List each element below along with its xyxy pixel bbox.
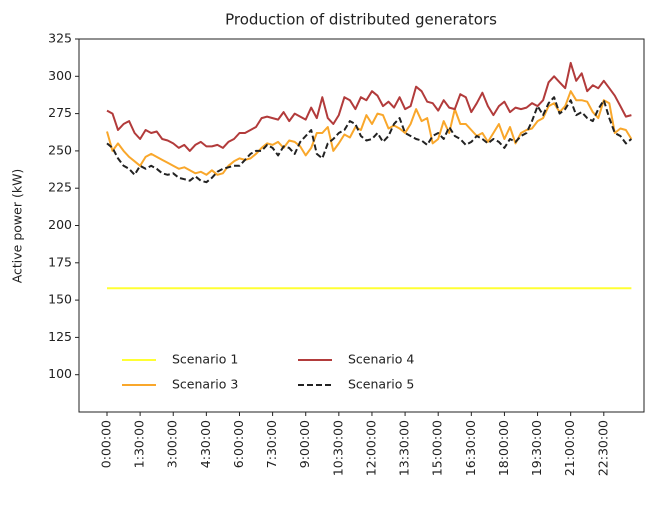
legend-label: Scenario 1	[172, 352, 238, 367]
x-tick-label: 21:00:00	[562, 420, 577, 476]
x-tick-label: 18:00:00	[496, 420, 511, 476]
legend-label: Scenario 5	[348, 377, 414, 392]
x-tick-label: 19:30:00	[529, 420, 544, 476]
x-tick-label: 1:30:00	[132, 420, 147, 468]
y-axis-label: Active power (kW)	[10, 169, 25, 284]
y-tick-label: 250	[48, 142, 72, 157]
x-tick-label: 0:00:00	[99, 420, 114, 468]
x-tick-label: 13:30:00	[397, 420, 412, 476]
y-tick-label: 225	[48, 180, 72, 195]
y-tick-label: 300	[48, 68, 72, 83]
series-line	[106, 96, 633, 184]
y-tick-label: 200	[48, 217, 72, 232]
legend-label: Scenario 3	[172, 377, 238, 392]
legend-label: Scenario 4	[348, 352, 414, 367]
x-tick-label: 7:30:00	[264, 420, 279, 468]
series-line	[106, 90, 633, 176]
series-line	[106, 61, 632, 152]
x-tick-label: 12:00:00	[363, 420, 378, 476]
y-tick-label: 100	[48, 366, 72, 381]
x-tick-label: 16:30:00	[463, 420, 478, 476]
y-tick-label: 150	[48, 292, 72, 307]
x-tick-label: 9:00:00	[297, 420, 312, 468]
y-tick-label: 275	[48, 105, 72, 120]
y-tick-label: 325	[48, 31, 72, 46]
x-tick-label: 3:00:00	[165, 420, 180, 468]
y-tick-label: 175	[48, 254, 72, 269]
x-tick-label: 10:30:00	[330, 420, 345, 476]
chart-title: Production of distributed generators	[225, 11, 497, 29]
y-tick-label: 125	[48, 329, 72, 344]
x-tick-label: 15:00:00	[430, 420, 445, 476]
x-tick-label: 6:00:00	[231, 420, 246, 468]
x-tick-label: 4:30:00	[198, 420, 213, 468]
x-tick-label: 22:30:00	[595, 420, 610, 476]
